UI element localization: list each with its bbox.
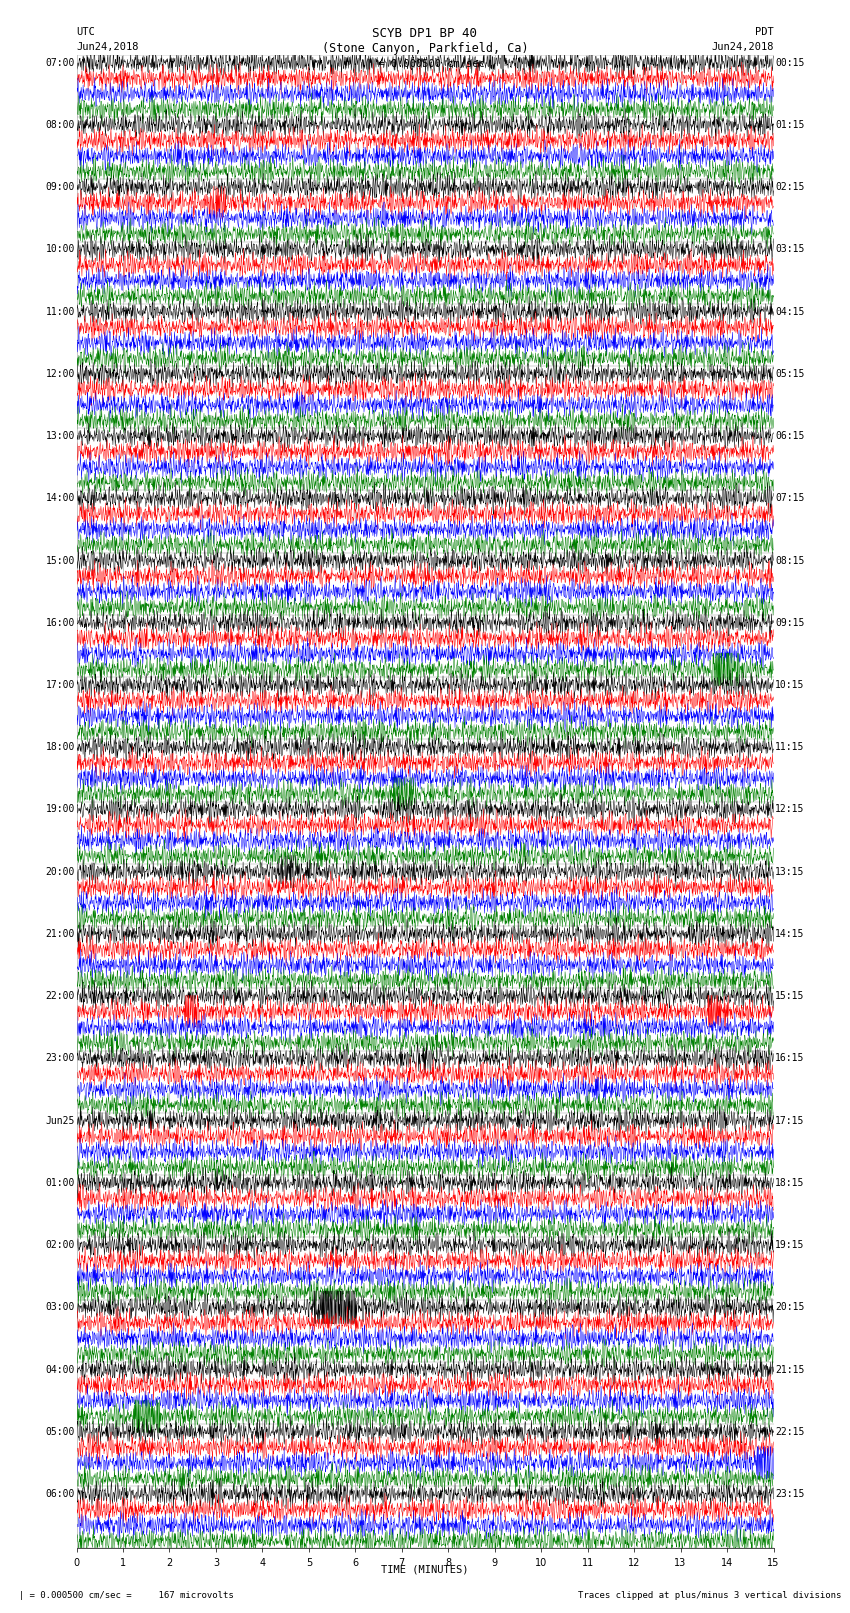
- Text: 03:15: 03:15: [775, 244, 805, 255]
- Text: 22:00: 22:00: [45, 990, 75, 1002]
- Text: TIME (MINUTES): TIME (MINUTES): [382, 1565, 468, 1574]
- Text: 06:15: 06:15: [775, 431, 805, 440]
- Text: | = 0.000500 cm/sec =     167 microvolts: | = 0.000500 cm/sec = 167 microvolts: [8, 1590, 235, 1600]
- Text: Jun24,2018: Jun24,2018: [711, 42, 774, 52]
- Text: 04:15: 04:15: [775, 306, 805, 316]
- Text: UTC: UTC: [76, 27, 95, 37]
- Text: 08:00: 08:00: [45, 119, 75, 131]
- Text: 12:00: 12:00: [45, 369, 75, 379]
- Text: 23:15: 23:15: [775, 1489, 805, 1498]
- Text: 21:00: 21:00: [45, 929, 75, 939]
- Text: 09:15: 09:15: [775, 618, 805, 627]
- Text: 16:15: 16:15: [775, 1053, 805, 1063]
- Text: 00:15: 00:15: [775, 58, 805, 68]
- Text: 13:00: 13:00: [45, 431, 75, 440]
- Text: 12:15: 12:15: [775, 805, 805, 815]
- Text: 18:15: 18:15: [775, 1177, 805, 1187]
- Text: 04:00: 04:00: [45, 1365, 75, 1374]
- Text: 02:00: 02:00: [45, 1240, 75, 1250]
- Text: 15:00: 15:00: [45, 555, 75, 566]
- Text: 03:00: 03:00: [45, 1302, 75, 1313]
- Text: 08:15: 08:15: [775, 555, 805, 566]
- Text: 09:00: 09:00: [45, 182, 75, 192]
- Text: 07:15: 07:15: [775, 494, 805, 503]
- Text: 11:15: 11:15: [775, 742, 805, 752]
- Text: Jun25: Jun25: [45, 1116, 75, 1126]
- Text: PDT: PDT: [755, 27, 774, 37]
- Text: 20:15: 20:15: [775, 1302, 805, 1313]
- Text: Traces clipped at plus/minus 3 vertical divisions: Traces clipped at plus/minus 3 vertical …: [578, 1590, 842, 1600]
- Text: 13:15: 13:15: [775, 866, 805, 877]
- Text: 16:00: 16:00: [45, 618, 75, 627]
- Text: 06:00: 06:00: [45, 1489, 75, 1498]
- Text: Jun24,2018: Jun24,2018: [76, 42, 139, 52]
- Text: 17:15: 17:15: [775, 1116, 805, 1126]
- Text: (Stone Canyon, Parkfield, Ca): (Stone Canyon, Parkfield, Ca): [321, 42, 529, 55]
- Text: 23:00: 23:00: [45, 1053, 75, 1063]
- Text: 01:00: 01:00: [45, 1177, 75, 1187]
- Text: 15:15: 15:15: [775, 990, 805, 1002]
- Text: 11:00: 11:00: [45, 306, 75, 316]
- Text: 10:00: 10:00: [45, 244, 75, 255]
- Text: 14:15: 14:15: [775, 929, 805, 939]
- Text: 19:00: 19:00: [45, 805, 75, 815]
- Text: 05:15: 05:15: [775, 369, 805, 379]
- Text: SCYB DP1 BP 40: SCYB DP1 BP 40: [372, 27, 478, 40]
- Text: 19:15: 19:15: [775, 1240, 805, 1250]
- Text: 21:15: 21:15: [775, 1365, 805, 1374]
- Text: 18:00: 18:00: [45, 742, 75, 752]
- Text: 10:15: 10:15: [775, 681, 805, 690]
- Text: 14:00: 14:00: [45, 494, 75, 503]
- Text: 05:00: 05:00: [45, 1428, 75, 1437]
- Text: 01:15: 01:15: [775, 119, 805, 131]
- Text: 20:00: 20:00: [45, 866, 75, 877]
- Text: | = 0.000500 cm/sec: | = 0.000500 cm/sec: [366, 58, 484, 69]
- Text: 02:15: 02:15: [775, 182, 805, 192]
- Text: 22:15: 22:15: [775, 1428, 805, 1437]
- Text: 07:00: 07:00: [45, 58, 75, 68]
- Text: 17:00: 17:00: [45, 681, 75, 690]
